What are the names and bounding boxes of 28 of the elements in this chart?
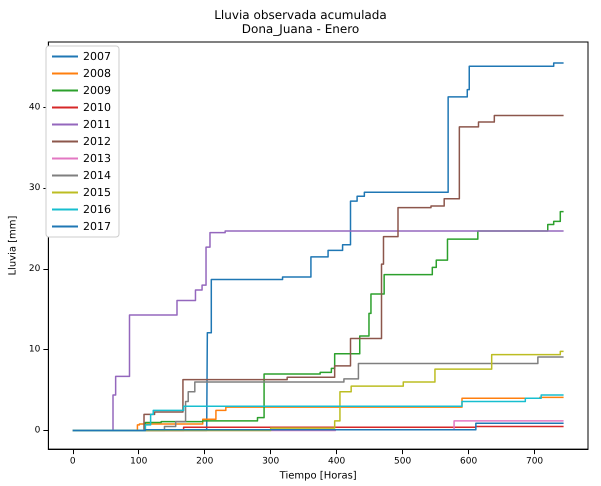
legend-label: 2010 xyxy=(83,101,111,114)
x-tick-label: 100 xyxy=(130,456,148,467)
x-axis-title: Tiempo [Horas] xyxy=(278,470,357,482)
x-tick-label: 0 xyxy=(70,456,76,467)
y-tick-label: 10 xyxy=(28,344,41,355)
legend-label: 2016 xyxy=(83,203,111,216)
legend-label: 2007 xyxy=(83,50,111,63)
x-tick-label: 400 xyxy=(328,456,346,467)
x-tick-label: 700 xyxy=(526,456,544,467)
legend-label: 2017 xyxy=(83,220,111,233)
x-tick-label: 500 xyxy=(394,456,412,467)
legend-label: 2013 xyxy=(83,152,111,165)
x-tick-label: 200 xyxy=(196,456,214,467)
y-tick-label: 20 xyxy=(28,264,41,274)
x-tick-label: 300 xyxy=(262,456,280,467)
legend-label: 2011 xyxy=(83,118,111,131)
chart-title: Lluvia observada acumulada xyxy=(214,8,387,22)
y-axis-title: Lluvia [mm] xyxy=(8,215,18,276)
legend-label: 2014 xyxy=(83,169,111,182)
y-tick-label: 0 xyxy=(34,426,41,436)
y-tick-label: 30 xyxy=(28,183,41,194)
x-tick-label: 600 xyxy=(460,456,478,467)
chart-subtitle: Dona_Juana - Enero xyxy=(242,22,360,36)
legend-label: 2012 xyxy=(83,135,111,148)
y-tick-label: 40 xyxy=(28,102,41,112)
legend-label: 2015 xyxy=(83,186,111,199)
legend-label: 2009 xyxy=(83,84,111,97)
legend-label: 2008 xyxy=(83,67,111,80)
